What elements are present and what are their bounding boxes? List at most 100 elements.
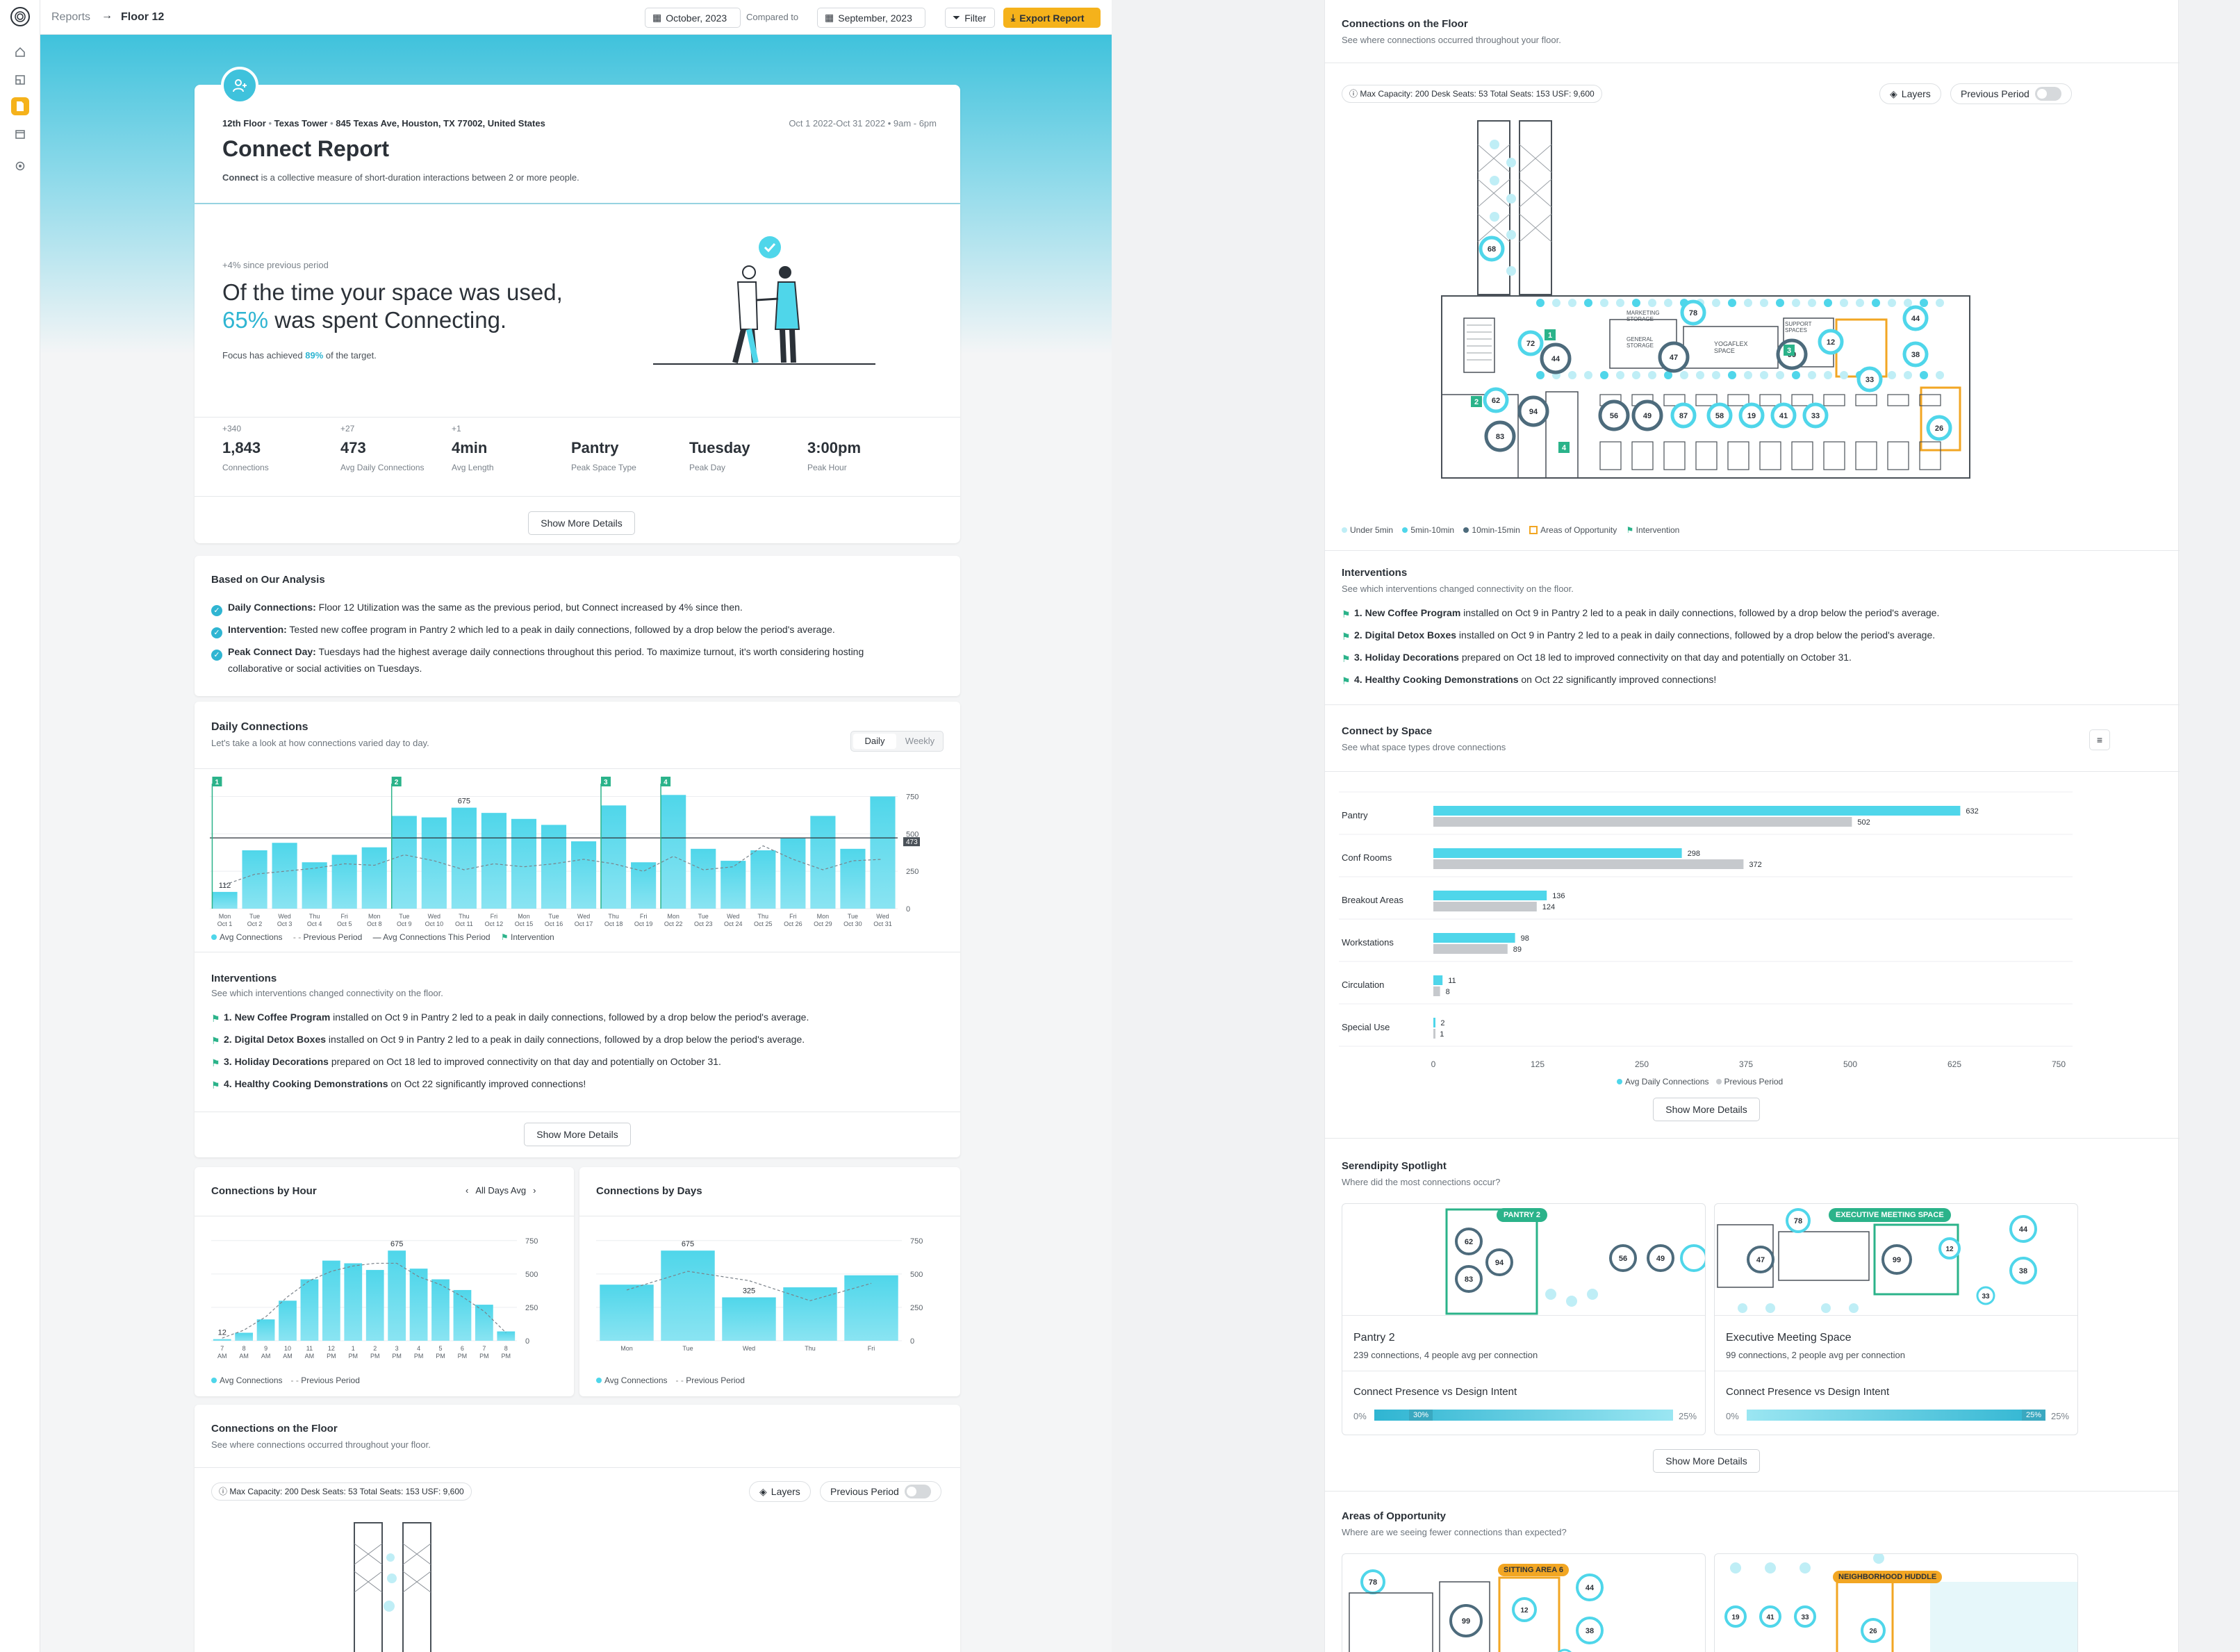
bar bbox=[331, 854, 357, 909]
svg-text:44: 44 bbox=[1586, 1584, 1595, 1592]
legend-label: 10min-15min bbox=[1472, 525, 1520, 535]
previous-period-toggle[interactable]: Previous Period bbox=[1950, 83, 2072, 104]
connection-bubble bbox=[1479, 236, 1505, 262]
floor-plan: 6872444778991244383356498758194133629483… bbox=[1441, 120, 1970, 479]
analysis-item-continued: collaborative or social activities on Tu… bbox=[228, 663, 422, 674]
show-more-details-button[interactable]: Show More Details bbox=[1653, 1449, 1760, 1473]
connection-bubble bbox=[1856, 366, 1883, 393]
bar bbox=[272, 843, 297, 909]
connection-dot bbox=[1648, 299, 1656, 307]
tab-weekly[interactable]: Weekly bbox=[905, 736, 935, 746]
total-seats: Total Seats: 153 bbox=[1490, 89, 1550, 99]
connection-dot bbox=[1872, 299, 1880, 307]
category-label: Pantry bbox=[1342, 810, 1368, 820]
svg-text:78: 78 bbox=[1794, 1217, 1802, 1225]
stat-item: Pantry Peak Space Type bbox=[571, 424, 636, 472]
spotlight-name: Pantry 2 bbox=[1353, 1332, 1395, 1344]
bubble-label: 47 bbox=[1670, 354, 1678, 362]
layers-icon: ◈ bbox=[1890, 88, 1897, 99]
bubble-label: 41 bbox=[1779, 412, 1788, 420]
intervention-flag bbox=[601, 777, 611, 786]
by-space-title: Connect by Space bbox=[1342, 725, 1433, 737]
opportunity-swatch bbox=[1529, 526, 1538, 534]
bar bbox=[344, 1263, 363, 1341]
breadcrumb-arrow-icon: → bbox=[101, 10, 113, 22]
logo-icon[interactable] bbox=[10, 7, 30, 26]
bar-previous bbox=[1433, 859, 1744, 869]
bar bbox=[722, 1297, 776, 1341]
intervention-label: 4 bbox=[1562, 444, 1567, 452]
x-tick-label: Oct 3 bbox=[277, 920, 293, 927]
x-tick-label: Wed bbox=[743, 1345, 755, 1352]
toggle-switch[interactable] bbox=[2034, 87, 2061, 101]
floorplan-icon[interactable] bbox=[11, 71, 29, 89]
compared-label: Compared to bbox=[746, 12, 799, 22]
intervention-label: 3 bbox=[604, 779, 608, 786]
connection-bubble bbox=[1926, 415, 1952, 441]
breadcrumb-reports[interactable]: Reports bbox=[51, 11, 91, 23]
data-label: 675 bbox=[390, 1240, 403, 1248]
connection-dot bbox=[1490, 176, 1499, 185]
x-tick-label: AM bbox=[305, 1353, 315, 1360]
compare-period-picker[interactable]: ▦ September, 2023 bbox=[817, 8, 925, 28]
spotlight-card[interactable]: 62 94 83 56 49 PANTRY 2 Pantry 2 239 con… bbox=[1342, 1203, 1706, 1435]
connection-bubble bbox=[1706, 402, 1733, 429]
bar bbox=[720, 861, 746, 909]
legend-swatch bbox=[596, 1378, 602, 1383]
period-picker[interactable]: ▦ October, 2023 bbox=[645, 8, 741, 28]
bar-previous bbox=[1433, 902, 1537, 911]
desk-seats: Desk Seats: 53 bbox=[1431, 89, 1488, 99]
bar-previous bbox=[1433, 1029, 1435, 1039]
intervention-name: 2. Digital Detox Boxes bbox=[224, 1034, 327, 1045]
spotlight-card[interactable]: 78 47 99 12 44 38 33 EXECUTIVE MEETING S… bbox=[1714, 1203, 2078, 1435]
opportunity-title: Areas of Opportunity bbox=[1342, 1510, 1447, 1522]
bar bbox=[541, 825, 567, 909]
layers-button[interactable]: ◈ Layers bbox=[1879, 83, 1941, 104]
interventions-subtitle: See which interventions changed connecti… bbox=[1342, 584, 1574, 594]
x-tick-label: 8 bbox=[504, 1345, 508, 1352]
toggle-switch[interactable] bbox=[904, 1485, 931, 1498]
x-tick-label: PM bbox=[479, 1353, 489, 1360]
filter-button[interactable]: ⏷ Filter bbox=[945, 8, 995, 28]
show-more-details-button[interactable]: Show More Details bbox=[524, 1123, 631, 1146]
stat-label: Avg Daily Connections bbox=[340, 463, 425, 472]
x-tick-label: AM bbox=[217, 1353, 227, 1360]
show-more-details-button[interactable]: Show More Details bbox=[1653, 1098, 1760, 1121]
tab-daily[interactable]: Daily bbox=[853, 734, 896, 749]
interventions-title: Interventions bbox=[211, 973, 277, 984]
previous-period-toggle[interactable]: Previous Period bbox=[820, 1481, 941, 1502]
connection-bubble bbox=[1517, 395, 1549, 427]
show-more-details-button[interactable]: Show More Details bbox=[528, 511, 635, 535]
opportunity-card[interactable]: 78 99 12 44 38 33 SITTING AREA 6 bbox=[1342, 1553, 1706, 1652]
svg-text:12: 12 bbox=[1520, 1607, 1529, 1614]
x-tick-label: AM bbox=[261, 1353, 271, 1360]
bar bbox=[870, 796, 896, 909]
opportunity-card[interactable]: 19 41 33 26 NEIGHBORHOOD HUDDLE bbox=[1714, 1553, 2078, 1652]
stat-value: Tuesday bbox=[689, 439, 750, 456]
bubble-label: 72 bbox=[1526, 340, 1535, 348]
intervention-name: 3. Holiday Decorations bbox=[1354, 652, 1459, 663]
connection-dot bbox=[1616, 371, 1624, 379]
filter-icon[interactable]: ≡ bbox=[2089, 729, 2110, 750]
settings-icon[interactable] bbox=[11, 157, 29, 175]
spotlight-compare-title: Connect Presence vs Design Intent bbox=[1353, 1386, 1517, 1398]
by-days-title: Connections by Days bbox=[596, 1185, 702, 1197]
bubble-label: 78 bbox=[1689, 309, 1697, 317]
summary-card: +4% since previous period Of the time yo… bbox=[195, 204, 960, 543]
reports-icon[interactable] bbox=[11, 97, 29, 115]
spotlight-progress-track: 30% bbox=[1374, 1410, 1673, 1421]
intervention-name: 1. New Coffee Program bbox=[224, 1011, 331, 1023]
capacity-value: Max Capacity: 200 bbox=[1360, 89, 1429, 99]
target-post: of the target. bbox=[323, 350, 377, 361]
data-label: 89 bbox=[1513, 945, 1522, 954]
y-tick-label: 250 bbox=[525, 1304, 538, 1312]
x-tick-label: AM bbox=[239, 1353, 249, 1360]
calendar-icon[interactable] bbox=[11, 125, 29, 143]
chevron-right-icon[interactable]: › bbox=[533, 1185, 536, 1196]
home-icon[interactable] bbox=[11, 43, 29, 61]
chevron-left-icon[interactable]: ‹ bbox=[466, 1185, 469, 1196]
hero-line-1: Of the time your space was used, bbox=[222, 279, 563, 305]
layers-button[interactable]: ◈ Layers bbox=[749, 1481, 811, 1502]
export-report-button[interactable]: ⤓ Export Report bbox=[1003, 8, 1101, 28]
usf-value: USF: 9,600 bbox=[421, 1487, 464, 1496]
